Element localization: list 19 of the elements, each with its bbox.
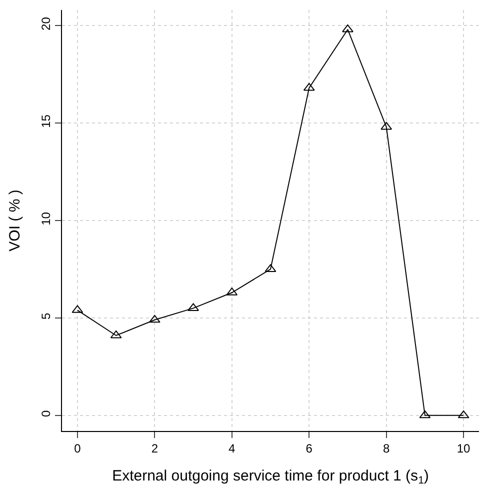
y-tick-label: 5	[39, 312, 54, 320]
x-tick-label: 10	[456, 441, 471, 456]
point	[380, 122, 392, 130]
x-axis-title: External outgoing service time for product 1 (s$_{1}$)	[112, 467, 429, 487]
y-tick-label: 0	[39, 410, 54, 417]
x-tick-label: 4	[228, 441, 236, 456]
x-tick-label: 8	[382, 441, 390, 456]
x-tick-label: 2	[151, 441, 158, 456]
y-tick-label: 15	[39, 114, 54, 128]
point	[458, 410, 470, 418]
point	[148, 314, 160, 323]
x-tick-label: 6	[306, 441, 313, 456]
y-axis-title: VOI ( % )	[6, 190, 24, 252]
point	[419, 410, 431, 418]
y-tick-label: 10	[39, 212, 54, 226]
point	[303, 82, 315, 91]
y-tick-label: 20	[39, 16, 54, 30]
point	[342, 24, 354, 32]
x-tick-label: 0	[74, 441, 82, 456]
